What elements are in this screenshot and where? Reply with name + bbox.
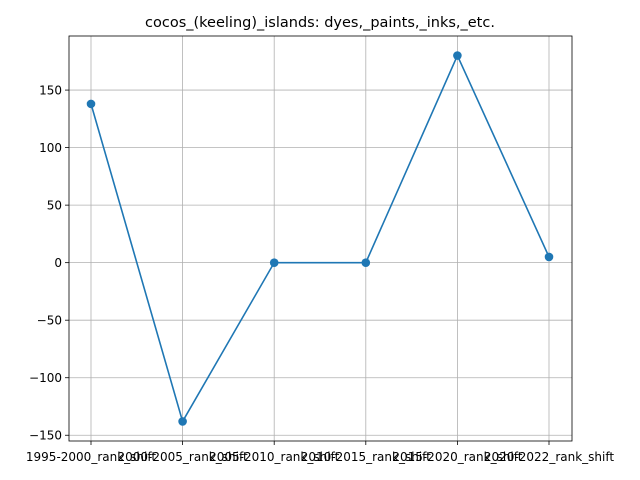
y-tick-label: 50 <box>47 198 62 212</box>
data-point <box>361 258 371 267</box>
axes: 1995-2000_rank_shift2000-2005_rank_shift… <box>26 35 614 464</box>
y-tick-label: −100 <box>29 371 62 385</box>
series-line <box>90 53 550 424</box>
data-point <box>269 258 279 267</box>
x-tick-label: 2020-2022_rank_shift <box>484 450 614 464</box>
y-tick-label: 0 <box>54 256 62 270</box>
x-tick-label: 2015-2020_rank_shift <box>392 450 522 464</box>
y-tick-label: −150 <box>29 429 62 443</box>
x-tick-label: 2010-2015_rank_shift <box>301 450 431 464</box>
x-tick-label: 2005-2010_rank_shift <box>209 450 339 464</box>
x-tick-label: 2000-2005_rank_shift <box>118 450 248 464</box>
series-layer <box>86 51 554 426</box>
data-point <box>544 252 554 262</box>
chart-title: cocos_(keeling)_islands: dyes,_paints,_i… <box>145 15 495 31</box>
x-tick-label: 1995-2000_rank_shift <box>26 450 156 464</box>
y-tick-label: 100 <box>39 141 62 155</box>
y-tick-label: −50 <box>37 313 62 327</box>
data-point <box>86 99 96 109</box>
y-tick-label: 150 <box>39 83 62 97</box>
data-point <box>453 51 462 60</box>
data-point <box>178 417 187 426</box>
plot-frame <box>68 35 573 442</box>
grid <box>69 36 572 441</box>
